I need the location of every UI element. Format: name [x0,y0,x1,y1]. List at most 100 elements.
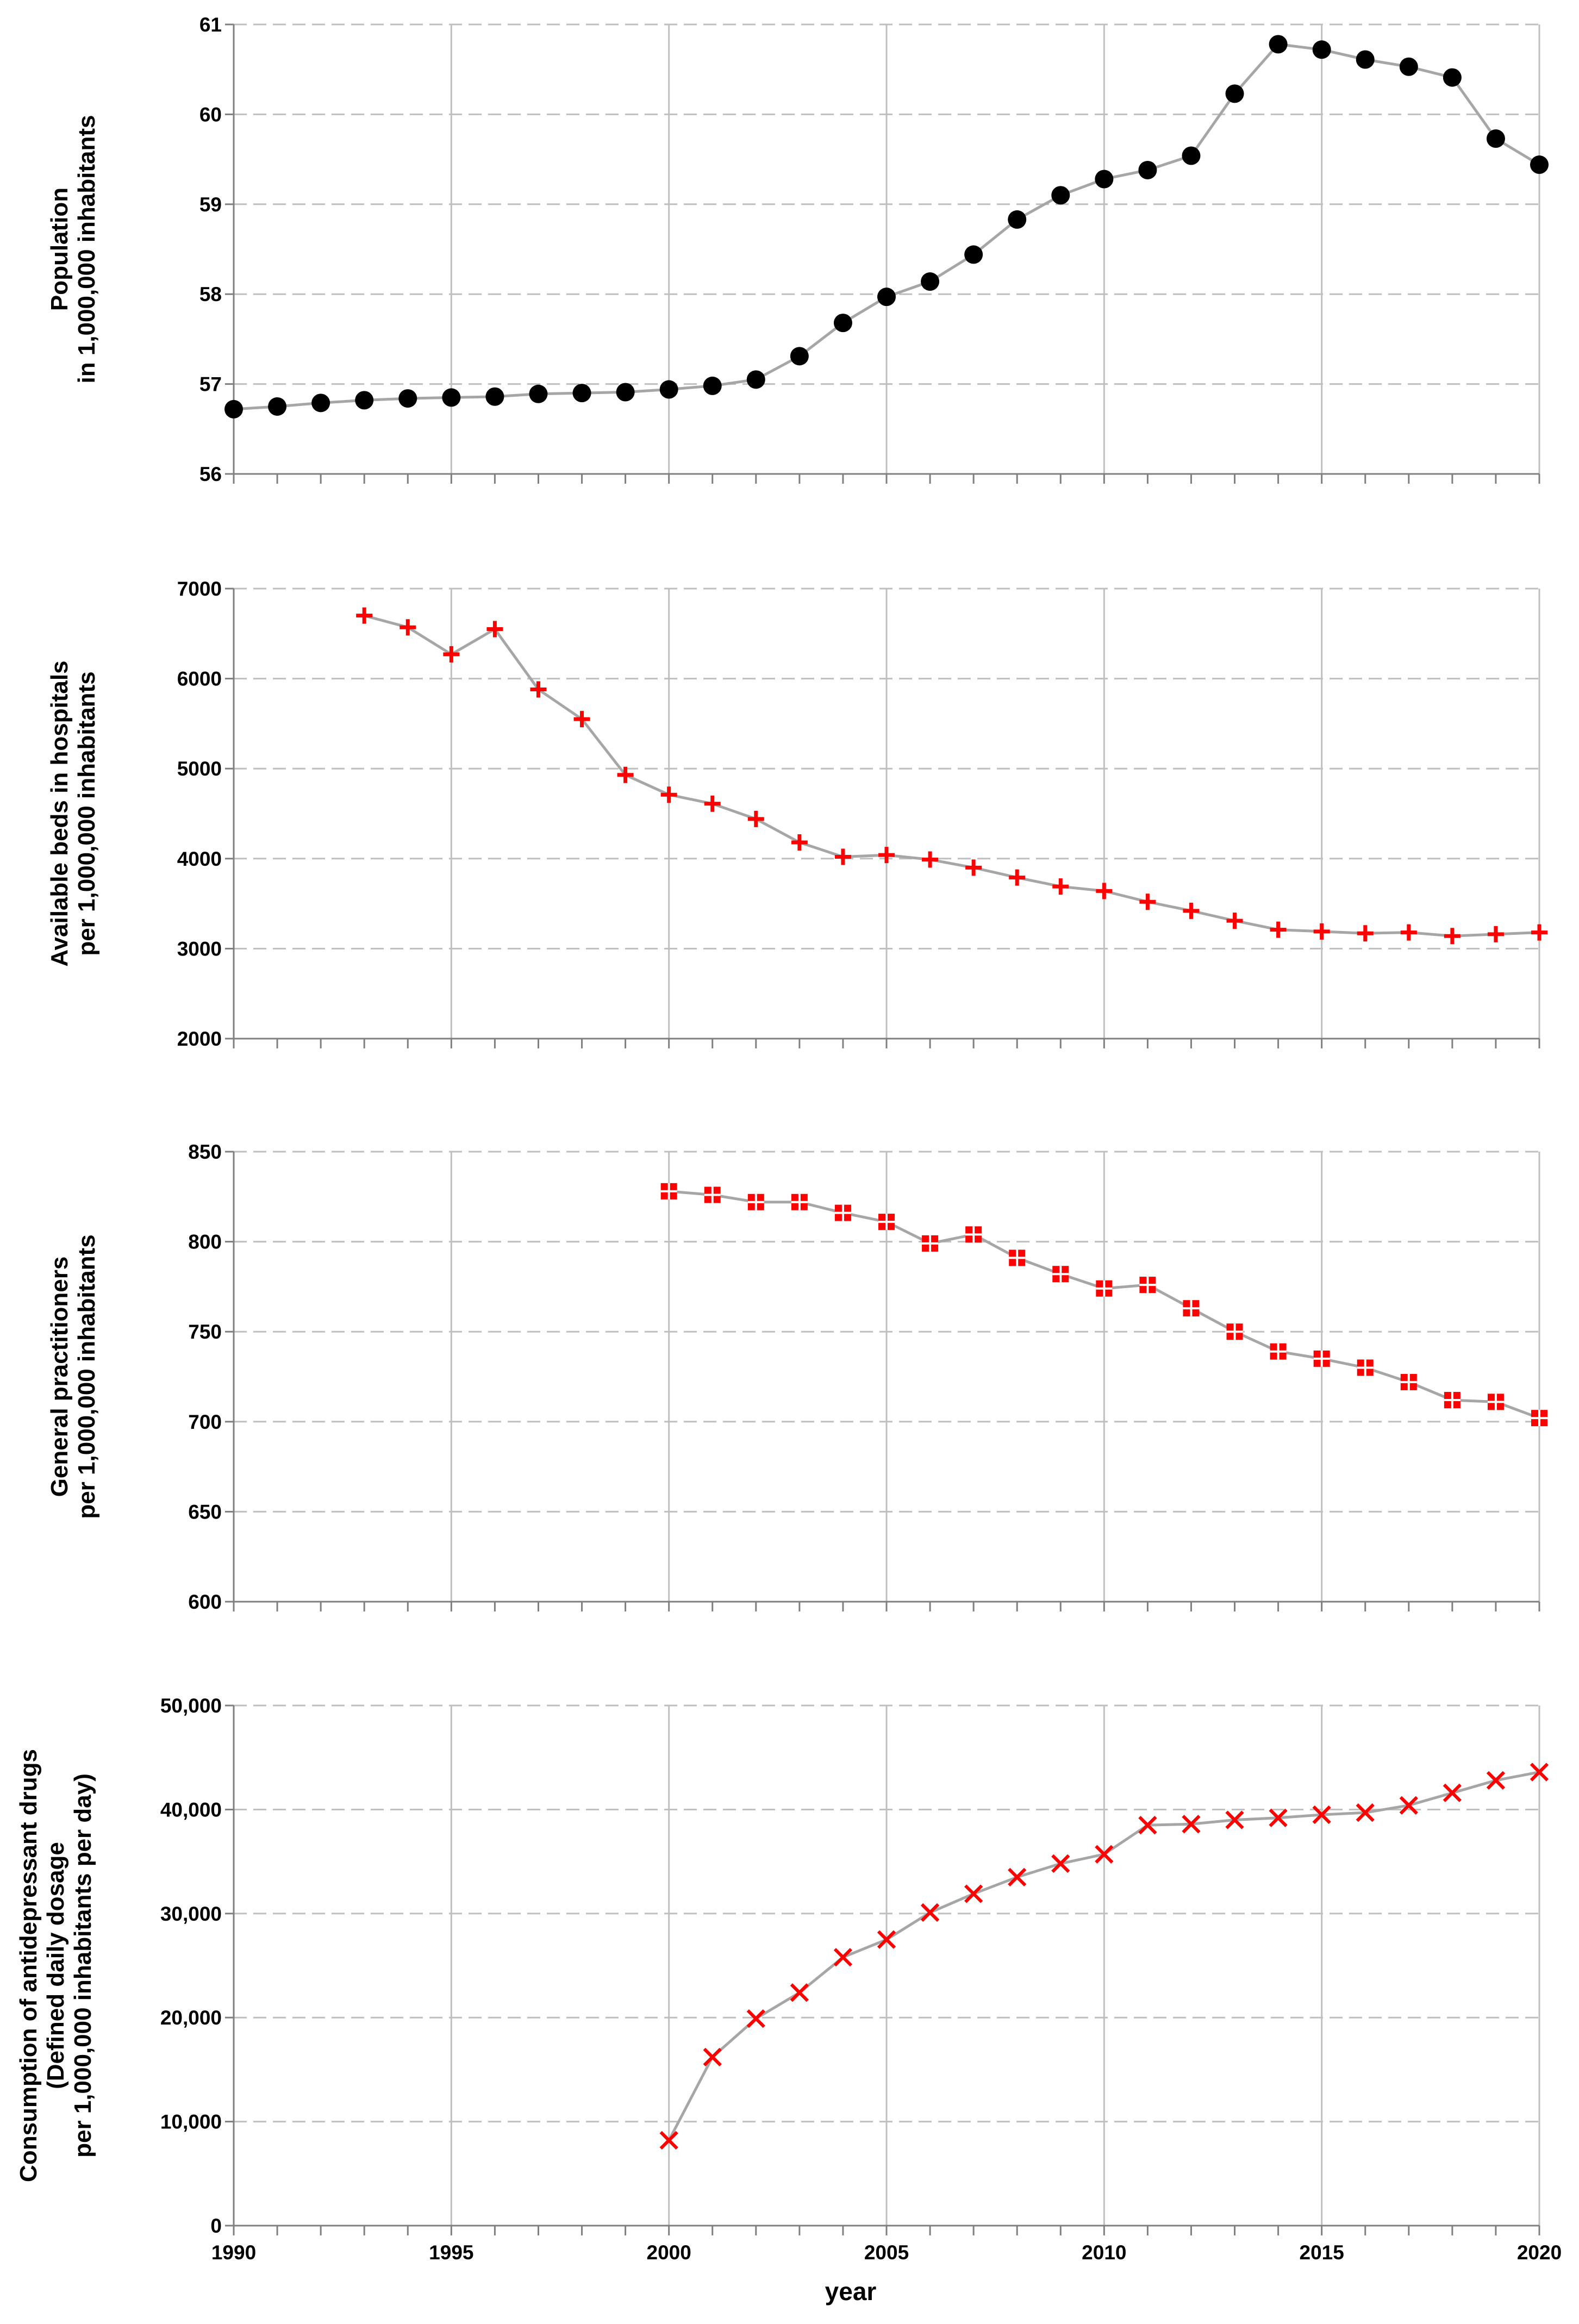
y-tick-label: 20,000 [160,2007,222,2029]
data-point [1400,924,1417,941]
data-point [1139,894,1156,910]
data-point [704,1186,721,1203]
data-point [1270,921,1287,938]
data-point [1096,883,1113,899]
data-point-cross [660,1183,677,1200]
data-point-cross [791,1194,808,1210]
x-tick-label: 2005 [864,2241,909,2264]
data-point [746,370,765,389]
data-point [1400,1373,1417,1390]
data-point [1095,170,1114,189]
series-line [364,614,1540,938]
data-point [1531,924,1547,941]
data-point [1182,146,1201,165]
data-point [921,272,940,291]
data-point [400,619,416,636]
data-point [659,2131,678,2150]
data-point [1008,1867,1027,1886]
data-point [1009,869,1026,886]
data-point-cross [1444,1392,1461,1409]
data-point [1486,129,1505,148]
data-point [964,1884,983,1903]
data-point [1357,1359,1374,1376]
data-point [1313,1350,1330,1367]
data-point [1052,1266,1069,1283]
y-axis-label: General practitionersper 1,000,000 inhab… [46,1234,100,1519]
y-tick-label: 4000 [177,848,222,870]
data-point-cross [1313,1350,1330,1367]
data-point [834,848,851,865]
data-point [1399,57,1418,76]
data-point [660,786,677,803]
data-point [747,810,764,827]
data-point [224,399,243,418]
y-tick-label: 750 [188,1321,222,1343]
data-point [485,387,504,406]
data-point [1008,210,1027,229]
data-point [1357,925,1374,942]
y-tick-label: 6000 [177,668,222,690]
data-point [1530,1763,1549,1782]
y-tick-label: 56 [199,463,222,485]
data-point [1443,68,1462,87]
y-tick-label: 30,000 [160,1903,222,1925]
data-point [1356,1803,1375,1822]
data-point [355,391,374,410]
data-point [443,646,460,663]
data-point [1138,1815,1157,1835]
data-point [964,245,983,264]
data-point [877,1930,896,1949]
panel-population: 56 57 58 59 60 61 Populationin 1,000,000 inhab… [46,14,1549,485]
data-point [1226,913,1243,929]
data-point-cross [1096,1280,1113,1297]
data-point-cross [1009,1250,1026,1266]
data-point [1487,926,1504,942]
data-point [311,393,330,413]
x-tick-label: 1990 [211,2241,256,2264]
data-point [1269,1808,1288,1827]
data-point-cross [1226,1323,1243,1340]
y-tick-label: 650 [188,1501,222,1523]
data-point-cross [704,1186,721,1203]
data-point [746,2009,765,2028]
data-point-cross [878,1214,895,1230]
panel-general-practitioners: 600 650 700 750 800 850 General practitionersp… [46,1141,1547,1613]
x-tick-label: 2000 [647,2241,691,2264]
y-tick-label: 3000 [177,938,222,960]
y-tick-label: 60 [199,103,222,126]
data-point [703,376,722,395]
data-point-cross [1487,1394,1504,1410]
data-point-cross [1357,1359,1374,1376]
data-point [833,1948,853,1967]
data-point [922,1235,939,1252]
y-tick-label: 600 [188,1591,222,1613]
data-point [833,314,852,333]
data-point [530,681,547,698]
data-point [1269,35,1288,54]
y-tick-label: 57 [199,373,222,396]
data-point [791,1194,808,1210]
data-point [965,1226,982,1243]
data-point [268,397,287,416]
data-point [965,859,982,876]
data-point-cross [834,1204,851,1221]
data-point [529,384,548,403]
data-point [356,607,373,624]
data-point [1226,1323,1243,1340]
data-point-cross [965,1226,982,1243]
data-point [1096,1280,1113,1297]
y-tick-label: 59 [199,193,222,216]
data-point [1487,1394,1504,1410]
data-point [920,1903,940,1922]
data-point [617,766,634,783]
y-tick-label: 2000 [177,1028,222,1050]
data-point [572,384,591,403]
data-point [1183,1300,1200,1317]
data-point [1095,1845,1114,1864]
data-point [791,834,808,851]
data-point [1051,186,1070,205]
data-point [1270,1343,1287,1360]
y-tick-label: 50,000 [160,1695,222,1717]
data-point [442,388,461,407]
